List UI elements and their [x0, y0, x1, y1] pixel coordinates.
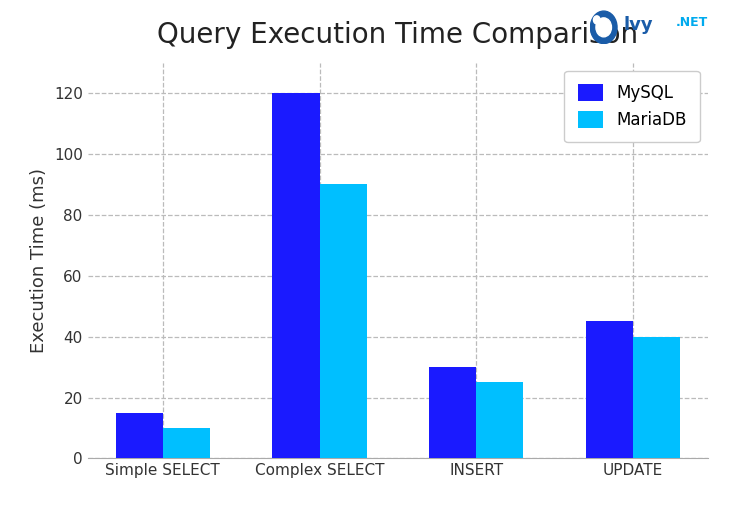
- Circle shape: [591, 11, 617, 44]
- Bar: [116, 413, 163, 458]
- Text: .NET: .NET: [676, 16, 708, 29]
- Text: lvy: lvy: [623, 16, 653, 34]
- Y-axis label: Execution Time (ms): Execution Time (ms): [31, 168, 48, 353]
- Legend: MySQL, MariaDB: MySQL, MariaDB: [564, 71, 700, 142]
- Bar: [429, 367, 476, 458]
- Title: Query Execution Time Comparison: Query Execution Time Comparison: [157, 21, 639, 49]
- Bar: [586, 321, 633, 458]
- Bar: [320, 184, 366, 458]
- Circle shape: [593, 16, 600, 24]
- Bar: [476, 382, 523, 458]
- Bar: [633, 337, 680, 458]
- Circle shape: [596, 18, 612, 37]
- Bar: [272, 93, 320, 458]
- Bar: [163, 428, 210, 458]
